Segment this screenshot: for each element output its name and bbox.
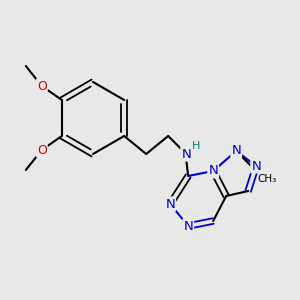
- Text: O: O: [37, 80, 47, 92]
- Text: H: H: [192, 141, 200, 151]
- Text: N: N: [208, 164, 218, 178]
- Text: O: O: [37, 143, 47, 157]
- Text: CH₃: CH₃: [257, 174, 276, 184]
- Text: N: N: [183, 220, 193, 232]
- Text: N: N: [251, 160, 261, 172]
- Text: N: N: [231, 145, 241, 158]
- Text: N: N: [181, 148, 191, 160]
- Text: N: N: [165, 197, 175, 211]
